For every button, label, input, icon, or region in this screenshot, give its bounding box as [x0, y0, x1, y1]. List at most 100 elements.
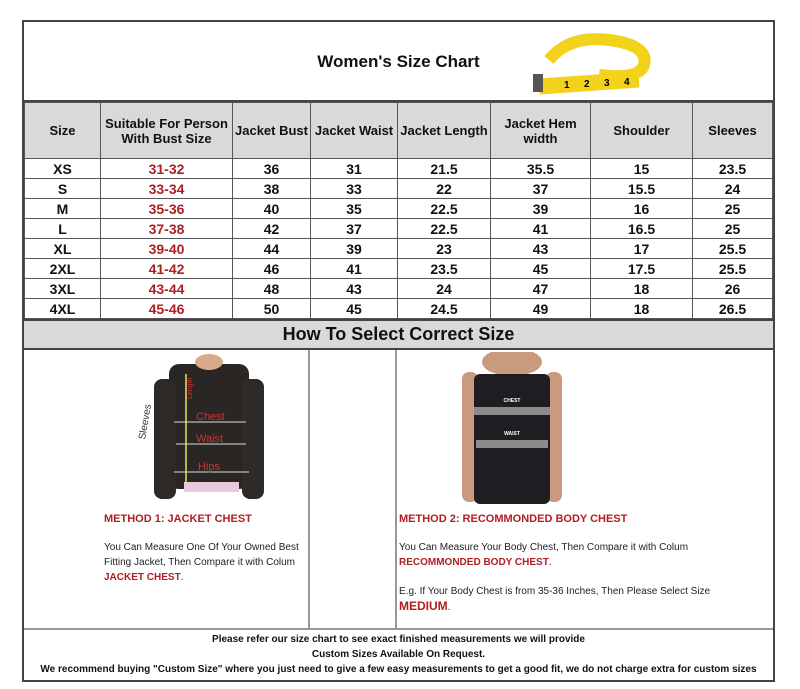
footer-notes: Please refer our size chart to see exact… — [24, 628, 773, 680]
table-row: 3XL 43-44 48 43 24 47 18 26 — [24, 278, 773, 299]
table-row: 4XL 45-46 50 45 24.5 49 18 26.5 — [24, 298, 773, 319]
table-cell: 25.5 — [692, 238, 773, 259]
table-cell: 42 — [232, 218, 311, 239]
title-row: Women's Size Chart 1 2 3 4 — [24, 22, 773, 102]
table-cell: 24.5 — [397, 298, 491, 319]
method2-example: E.g. If Your Body Chest is from 35-36 In… — [399, 584, 719, 615]
photo-label: Sleeves — [137, 403, 154, 440]
table-cell: 43 — [310, 278, 398, 299]
table-cell: 49 — [490, 298, 591, 319]
table-cell: 33 — [310, 178, 398, 199]
column-header: Suitable For Person With Bust Size — [100, 102, 233, 159]
table-cell: 39 — [490, 198, 591, 219]
photo-label: CHEST — [504, 398, 521, 404]
method1-text: You Can Measure One Of Your Owned Best F… — [104, 540, 304, 585]
table-cell: 23.5 — [692, 158, 773, 179]
table-cell: 35.5 — [490, 158, 591, 179]
method1-panel: Sleeves Length Chest Waist Hips METHOD 1… — [24, 350, 310, 628]
table-cell: 36 — [232, 158, 311, 179]
table-cell: 22.5 — [397, 198, 491, 219]
how-to-heading: How To Select Correct Size — [24, 319, 773, 350]
punct: . — [548, 557, 552, 568]
footer-line: Please refer our size chart to see exact… — [212, 634, 585, 645]
example-highlight: MEDIUM — [399, 599, 448, 613]
photo-label: Chest — [196, 411, 225, 423]
table-cell: 47 — [490, 278, 591, 299]
table-cell: 35-36 — [100, 198, 233, 219]
table-cell: 23.5 — [397, 258, 491, 279]
table-row: L 37-38 42 37 22.5 41 16.5 25 — [24, 218, 773, 239]
table-cell: 33-34 — [100, 178, 233, 199]
chart-title: Women's Size Chart — [317, 52, 480, 71]
table-cell: 26 — [692, 278, 773, 299]
table-cell: 22.5 — [397, 218, 491, 239]
method2-panel: CHEST WAIST METHOD 2: RECOMMONDED BODY C… — [397, 350, 773, 628]
table-cell: 25.5 — [692, 258, 773, 279]
table-row: XS 31-32 36 31 21.5 35.5 15 23.5 — [24, 158, 773, 179]
table-cell: 44 — [232, 238, 311, 259]
table-cell: XS — [24, 158, 101, 179]
photo-label: Length — [187, 377, 194, 399]
table-cell: 25 — [692, 218, 773, 239]
table-cell: 2XL — [24, 258, 101, 279]
tape-number: 2 — [584, 79, 590, 90]
table-row: 2XL 41-42 46 41 23.5 45 17.5 25.5 — [24, 258, 773, 279]
table-cell: 37 — [490, 178, 591, 199]
table-cell: 21.5 — [397, 158, 491, 179]
method2-heading: METHOD 2: RECOMMONDED BODY CHEST — [399, 513, 628, 525]
method1-body: You Can Measure One Of Your Owned Best F… — [104, 542, 299, 568]
table-cell: XL — [24, 238, 101, 259]
table-cell: 4XL — [24, 298, 101, 319]
table-cell: 31-32 — [100, 158, 233, 179]
table-row: M 35-36 40 35 22.5 39 16 25 — [24, 198, 773, 219]
table-cell: 18 — [590, 278, 693, 299]
table-cell: 24 — [692, 178, 773, 199]
table-cell: 37-38 — [100, 218, 233, 239]
method1-heading: METHOD 1: JACKET CHEST — [104, 513, 252, 525]
size-table: Size Suitable For Person With Bust Size Ja… — [24, 102, 773, 319]
measuring-tape-icon: 1 2 3 4 — [533, 33, 651, 95]
table-cell: 37 — [310, 218, 398, 239]
column-header: Shoulder — [590, 102, 693, 159]
column-header: Jacket Waist — [310, 102, 398, 159]
tape-number: 4 — [624, 77, 630, 88]
tape-number: 3 — [604, 78, 610, 89]
column-header: Jacket Bust — [232, 102, 311, 159]
table-cell: 24 — [397, 278, 491, 299]
footer-line: We recommend buying "Custom Size" where … — [40, 664, 757, 675]
method2-text: You Can Measure Your Body Chest, Then Co… — [399, 540, 769, 570]
table-row: S 33-34 38 33 22 37 15.5 24 — [24, 178, 773, 199]
table-cell: L — [24, 218, 101, 239]
photo-label: WAIST — [504, 431, 520, 437]
column-header: Jacket Length — [397, 102, 491, 159]
table-cell: M — [24, 198, 101, 219]
punct: . — [447, 602, 451, 613]
method1-highlight: JACKET CHEST — [104, 572, 181, 583]
punct: . — [180, 572, 184, 583]
table-cell: 31 — [310, 158, 398, 179]
table-cell: 17.5 — [590, 258, 693, 279]
table-cell: 16.5 — [590, 218, 693, 239]
spacer-panel — [310, 350, 397, 628]
tape-number: 1 — [564, 80, 570, 91]
table-cell: 43-44 — [100, 278, 233, 299]
table-cell: 15 — [590, 158, 693, 179]
example-body: E.g. If Your Body Chest is from 35-36 In… — [399, 586, 711, 597]
table-cell: 16 — [590, 198, 693, 219]
column-header: Size — [24, 102, 101, 159]
table-cell: 48 — [232, 278, 311, 299]
table-row: XL 39-40 44 39 23 43 17 25.5 — [24, 238, 773, 259]
table-cell: 26.5 — [692, 298, 773, 319]
tank-top-photo: CHEST WAIST — [462, 352, 562, 504]
table-cell: 40 — [232, 198, 311, 219]
table-cell: 46 — [232, 258, 311, 279]
methods-section: Sleeves Length Chest Waist Hips METHOD 1… — [24, 350, 773, 628]
photo-label: Waist — [196, 433, 223, 445]
photo-label: Hips — [198, 461, 221, 473]
method2-body: You Can Measure Your Body Chest, Then Co… — [399, 542, 689, 553]
size-chart-sheet: Women's Size Chart 1 2 3 4 Size Suitable … — [22, 20, 775, 682]
table-cell: 38 — [232, 178, 311, 199]
table-cell: 39 — [310, 238, 398, 259]
table-cell: 35 — [310, 198, 398, 219]
table-cell: 45-46 — [100, 298, 233, 319]
